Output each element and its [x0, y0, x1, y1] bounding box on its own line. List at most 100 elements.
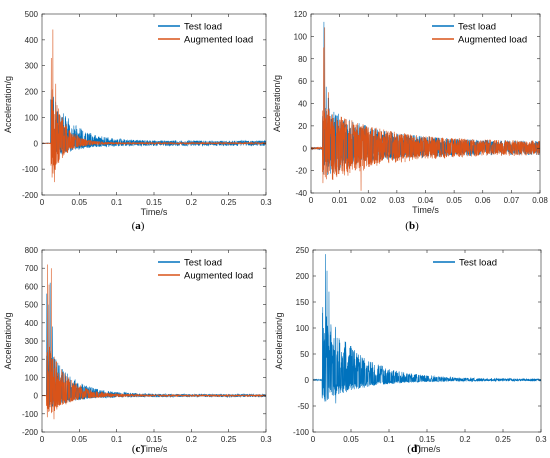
- y-tick-label: 200: [296, 272, 310, 281]
- y-tick-label: 0: [34, 139, 39, 148]
- x-tick-label: 0.2: [186, 435, 198, 444]
- series-line-1: [42, 282, 266, 409]
- x-tick-label: 0.07: [504, 196, 520, 205]
- legend-entry-1: Test load: [184, 258, 222, 269]
- x-tick-label: 0.03: [389, 196, 405, 205]
- x-tick-label: 0.2: [186, 198, 198, 207]
- y-tick-label: 250: [296, 246, 310, 255]
- y-tick-label: 800: [25, 246, 39, 255]
- caption-close-paren: ): [140, 443, 144, 455]
- caption-open-paren: (: [407, 443, 411, 455]
- y-tick-label: -20: [295, 167, 307, 176]
- x-tick-label: 0.25: [221, 435, 237, 444]
- panel-caption: (d): [407, 443, 421, 455]
- y-tick-label: 20: [298, 122, 307, 131]
- y-tick-label: 120: [294, 10, 308, 19]
- x-tick-label: 0.2: [459, 435, 471, 444]
- x-tick-label: 0.08: [532, 196, 548, 205]
- panel-caption: (b): [405, 220, 419, 232]
- y-tick-label: 100: [294, 32, 308, 41]
- x-tick-label: 0: [40, 198, 45, 207]
- legend-entry-1: Test load: [459, 258, 497, 269]
- x-tick-label: 0.25: [221, 198, 237, 207]
- y-tick-label: 400: [25, 36, 39, 45]
- panel-a: 0 0.05 0.1 0.15 0.2 0.25 0.3 -200 -100 0 100 200 300…: [3, 10, 272, 232]
- caption-letter: c: [136, 443, 141, 455]
- y-tick-label: 400: [25, 319, 39, 328]
- series-line-2: [311, 27, 540, 191]
- x-tick-label: 0.1: [111, 435, 123, 444]
- x-tick-label: 0.04: [418, 196, 434, 205]
- y-tick-label: -100: [22, 165, 39, 174]
- panel-d: 0 0.05 0.1 0.15 0.2 0.25 0.3 -100 -50 0 50 100 150 20…: [274, 246, 547, 455]
- x-tick-label: 0.3: [260, 198, 272, 207]
- y-axis-label: Acceleration/g: [3, 312, 13, 369]
- x-tick-label: 0.05: [72, 435, 88, 444]
- y-tick-label: 100: [25, 373, 39, 382]
- caption-open-paren: (: [405, 220, 409, 232]
- caption-letter: b: [409, 220, 415, 232]
- y-axis-label: Acceleration/g: [274, 312, 284, 369]
- x-tick-label: 0.1: [111, 198, 123, 207]
- panel-caption: (a): [132, 220, 145, 232]
- y-tick-label: -200: [22, 428, 39, 437]
- x-axis-label: Time/s: [414, 444, 441, 454]
- y-tick-label: 60: [298, 77, 307, 86]
- x-tick-label: 0.05: [343, 435, 359, 444]
- legend-entry-2: Augmented load: [458, 35, 527, 46]
- panel-c: 0 0.05 0.1 0.15 0.2 0.25 0.3 -200 -100 0 100 200 300…: [3, 246, 272, 455]
- x-tick-label: 0.05: [72, 198, 88, 207]
- legend-entry-1: Test load: [184, 22, 222, 33]
- x-tick-label: 0: [40, 435, 45, 444]
- y-tick-label: 600: [25, 282, 39, 291]
- y-tick-label: 300: [25, 337, 39, 346]
- caption-letter: a: [135, 220, 141, 232]
- y-tick-label: -50: [297, 402, 309, 411]
- caption-open-paren: (: [132, 443, 136, 455]
- x-axis-label: Time/s: [141, 207, 168, 217]
- y-tick-label: 100: [296, 324, 310, 333]
- y-tick-label: 50: [300, 350, 309, 359]
- caption-close-paren: ): [417, 443, 421, 455]
- x-tick-label: 0: [309, 196, 314, 205]
- y-tick-label: 100: [25, 113, 39, 122]
- y-tick-label: -200: [22, 191, 39, 200]
- x-tick-label: 0.15: [146, 198, 162, 207]
- x-axis-label: Time/s: [141, 444, 168, 454]
- y-tick-label: -100: [22, 410, 39, 419]
- caption-letter: d: [411, 443, 417, 455]
- y-tick-label: 300: [25, 62, 39, 71]
- x-tick-label: 0.02: [360, 196, 376, 205]
- x-tick-label: 0: [311, 435, 316, 444]
- x-tick-label: 0.15: [146, 435, 162, 444]
- y-tick-label: 200: [25, 355, 39, 364]
- y-tick-label: 150: [296, 298, 310, 307]
- y-tick-label: 0: [305, 376, 310, 385]
- plot-area: [42, 250, 266, 432]
- series-line-2: [42, 29, 266, 183]
- y-tick-label: 0: [34, 392, 39, 401]
- y-tick-label: 40: [298, 100, 307, 109]
- plot-area: [42, 14, 266, 195]
- y-tick-label: 500: [25, 10, 39, 19]
- y-tick-label: 0: [303, 144, 308, 153]
- y-axis-label: Acceleration/g: [272, 75, 282, 132]
- y-tick-label: 80: [298, 55, 307, 64]
- y-tick-label: 700: [25, 264, 39, 273]
- caption-close-paren: ): [141, 220, 145, 232]
- x-tick-label: 0.01: [332, 196, 348, 205]
- x-tick-label: 0.05: [446, 196, 462, 205]
- legend-entry-2: Augmented load: [184, 271, 253, 282]
- x-tick-label: 0.15: [419, 435, 435, 444]
- legend-entry-2: Augmented load: [184, 35, 253, 46]
- y-axis-label: Acceleration/g: [3, 76, 13, 133]
- series-line-1: [313, 254, 541, 404]
- y-tick-label: -100: [293, 428, 310, 437]
- caption-close-paren: ): [415, 220, 419, 232]
- y-tick-label: -40: [295, 189, 307, 198]
- x-tick-label: 0.3: [535, 435, 547, 444]
- panel-caption: (c): [132, 443, 145, 455]
- series-line-2: [42, 264, 266, 420]
- y-tick-label: 500: [25, 301, 39, 310]
